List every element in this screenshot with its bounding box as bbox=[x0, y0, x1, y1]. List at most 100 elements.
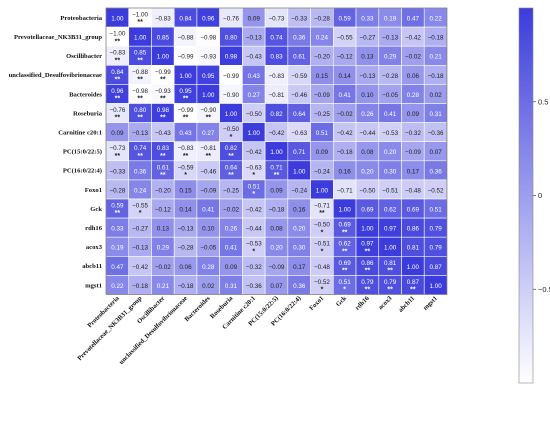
cell-value: −0.12 bbox=[155, 207, 171, 214]
cell-value: −0.13 bbox=[382, 35, 398, 42]
cell-value: −0.93 bbox=[200, 54, 216, 61]
cell-value: −0.36 bbox=[428, 130, 444, 137]
cell-value: 0.41 bbox=[384, 111, 397, 118]
cell-value: −0.42 bbox=[337, 130, 353, 137]
cell-value: −0.51 bbox=[314, 241, 330, 248]
cell-value: −0.09 bbox=[269, 264, 285, 271]
cell-value: 0.84 bbox=[179, 16, 192, 23]
cell-value: 0.61 bbox=[157, 164, 170, 171]
cell-value: 1.00 bbox=[270, 149, 283, 156]
cell-value: 0.97 bbox=[384, 226, 397, 233]
significance-mark: ** bbox=[228, 172, 234, 179]
cell-value: −0.59 bbox=[178, 164, 194, 171]
cell-value: 0.20 bbox=[270, 245, 283, 252]
cell-value: −0.63 bbox=[291, 130, 307, 137]
cell-value: −0.46 bbox=[200, 168, 216, 175]
cell-value: −0.42 bbox=[246, 149, 262, 156]
cell-value: 0.17 bbox=[407, 168, 420, 175]
cell-value: −0.90 bbox=[200, 107, 216, 114]
cell-value: −0.83 bbox=[109, 50, 125, 57]
row-label: Carnitine c20:1 bbox=[58, 129, 102, 136]
cell-value: 0.21 bbox=[157, 283, 170, 290]
cell-value: 0.15 bbox=[179, 187, 192, 194]
cell-value: −0.99 bbox=[178, 107, 194, 114]
cell-value: 0.82 bbox=[270, 111, 283, 118]
cell-value: 0.80 bbox=[225, 35, 238, 42]
cell-value: −0.18 bbox=[132, 283, 148, 290]
cell-value: −0.28 bbox=[178, 245, 194, 252]
cell-value: 1.00 bbox=[429, 283, 442, 290]
cell-value: 0.69 bbox=[339, 260, 352, 267]
cell-value: −0.43 bbox=[155, 130, 171, 137]
significance-mark: ** bbox=[115, 57, 121, 64]
cell-value: −0.09 bbox=[405, 149, 421, 156]
significance-mark: * bbox=[184, 172, 187, 179]
cell-value: −0.44 bbox=[359, 130, 375, 137]
cell-value: 1.00 bbox=[202, 92, 215, 99]
cell-value: −0.36 bbox=[246, 283, 262, 290]
significance-mark: ** bbox=[387, 287, 393, 294]
cell-value: 0.51 bbox=[316, 130, 329, 137]
significance-mark: ** bbox=[137, 153, 143, 160]
cell-value: −0.98 bbox=[132, 88, 148, 95]
cell-value: −0.09 bbox=[314, 92, 330, 99]
significance-mark: ** bbox=[160, 77, 166, 84]
cell-value: 0.41 bbox=[225, 245, 238, 252]
cell-value: 0.09 bbox=[248, 16, 261, 23]
cell-value: −0.33 bbox=[291, 16, 307, 23]
cell-value: 0.86 bbox=[361, 260, 374, 267]
cell-value: 0.07 bbox=[270, 283, 283, 290]
cell-value: 0.17 bbox=[293, 264, 306, 271]
cell-value: −0.42 bbox=[405, 35, 421, 42]
cell-value: 0.79 bbox=[361, 279, 374, 286]
cell-value: −0.02 bbox=[405, 54, 421, 61]
cell-value: −0.53 bbox=[246, 241, 262, 248]
cell-value: 0.87 bbox=[429, 264, 442, 271]
cell-value: 1.00 bbox=[248, 130, 261, 137]
cell-value: 0.28 bbox=[407, 92, 420, 99]
cell-value: −0.73 bbox=[109, 145, 125, 152]
cell-value: 0.14 bbox=[179, 207, 192, 214]
cell-value: −0.88 bbox=[178, 35, 194, 42]
cell-value: 0.83 bbox=[157, 145, 170, 152]
cell-value: 1.00 bbox=[179, 73, 192, 80]
cell-value: −0.48 bbox=[314, 264, 330, 271]
cell-value: 0.22 bbox=[111, 283, 124, 290]
cell-value: 0.02 bbox=[202, 283, 215, 290]
cell-value: −0.32 bbox=[405, 130, 421, 137]
cell-value: 0.28 bbox=[202, 264, 215, 271]
cell-value: −0.09 bbox=[200, 187, 216, 194]
cell-value: −0.18 bbox=[269, 207, 285, 214]
cell-value: 0.26 bbox=[361, 111, 374, 118]
cell-value: 0.79 bbox=[429, 226, 442, 233]
significance-mark: ** bbox=[206, 115, 212, 122]
cell-value: 0.84 bbox=[111, 69, 124, 76]
cell-value: 0.61 bbox=[293, 54, 306, 61]
significance-mark: ** bbox=[137, 19, 143, 26]
cell-value: −0.53 bbox=[382, 130, 398, 137]
colorbar-tick-label: 0.5 bbox=[538, 97, 548, 106]
cell-value: 0.51 bbox=[248, 183, 261, 190]
row-label: Prevotellaceae_NK3B31_group bbox=[14, 34, 102, 41]
cell-value: 0.02 bbox=[429, 92, 442, 99]
cell-value: 1.00 bbox=[157, 54, 170, 61]
cell-value: 0.29 bbox=[384, 54, 397, 61]
cell-value: −0.83 bbox=[155, 16, 171, 23]
cell-value: 0.33 bbox=[111, 226, 124, 233]
cell-value: 0.43 bbox=[248, 73, 261, 80]
cell-value: −0.20 bbox=[155, 187, 171, 194]
row-label: mgst1 bbox=[85, 282, 102, 289]
cell-value: −0.13 bbox=[246, 35, 262, 42]
cell-value: 0.07 bbox=[429, 149, 442, 156]
cell-value: 0.95 bbox=[202, 73, 215, 80]
cell-value: 0.06 bbox=[179, 264, 192, 271]
cell-value: −0.81 bbox=[269, 92, 285, 99]
column-label: mgst1 bbox=[422, 295, 439, 312]
significance-mark: ** bbox=[137, 96, 143, 103]
cell-value: 0.59 bbox=[339, 16, 352, 23]
cell-value: −0.46 bbox=[291, 92, 307, 99]
column-label: acox3 bbox=[377, 294, 394, 311]
significance-mark: ** bbox=[365, 248, 371, 255]
cell-value: −0.71 bbox=[314, 203, 330, 210]
cell-value: 0.74 bbox=[134, 145, 147, 152]
